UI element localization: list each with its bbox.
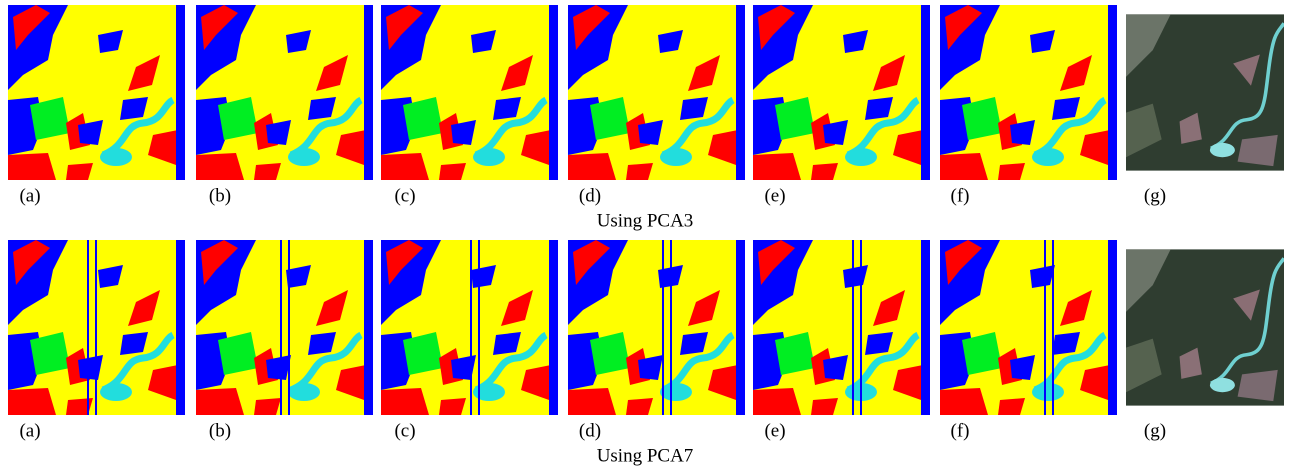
classification-map — [8, 5, 185, 180]
panel-label: (f) — [951, 185, 970, 206]
panel-label: (g) — [1144, 420, 1166, 441]
classification-map — [196, 5, 373, 180]
classification-map — [568, 5, 745, 180]
panel-label: (a) — [19, 420, 40, 441]
panel-label: (c) — [394, 185, 415, 206]
panel-label: (b) — [209, 185, 231, 206]
classification-map — [940, 5, 1117, 180]
row-caption: Using PCA7 — [597, 445, 694, 466]
panel-label: (d) — [579, 420, 601, 441]
classification-map — [381, 240, 558, 415]
panel-label: (c) — [394, 420, 415, 441]
panel-label: (f) — [951, 420, 970, 441]
panel-label: (e) — [764, 185, 785, 206]
panel-label: (g) — [1144, 185, 1166, 206]
panel-label: (b) — [209, 420, 231, 441]
panel-label: (e) — [764, 420, 785, 441]
reference-image — [1126, 12, 1284, 173]
panel-label: (d) — [579, 185, 601, 206]
panel-label: (a) — [19, 185, 40, 206]
classification-map — [753, 240, 930, 415]
row-caption: Using PCA3 — [597, 210, 694, 231]
classification-map — [940, 240, 1117, 415]
classification-map — [381, 5, 558, 180]
classification-map — [568, 240, 745, 415]
classification-map — [196, 240, 373, 415]
classification-map — [753, 5, 930, 180]
reference-image — [1126, 247, 1284, 408]
